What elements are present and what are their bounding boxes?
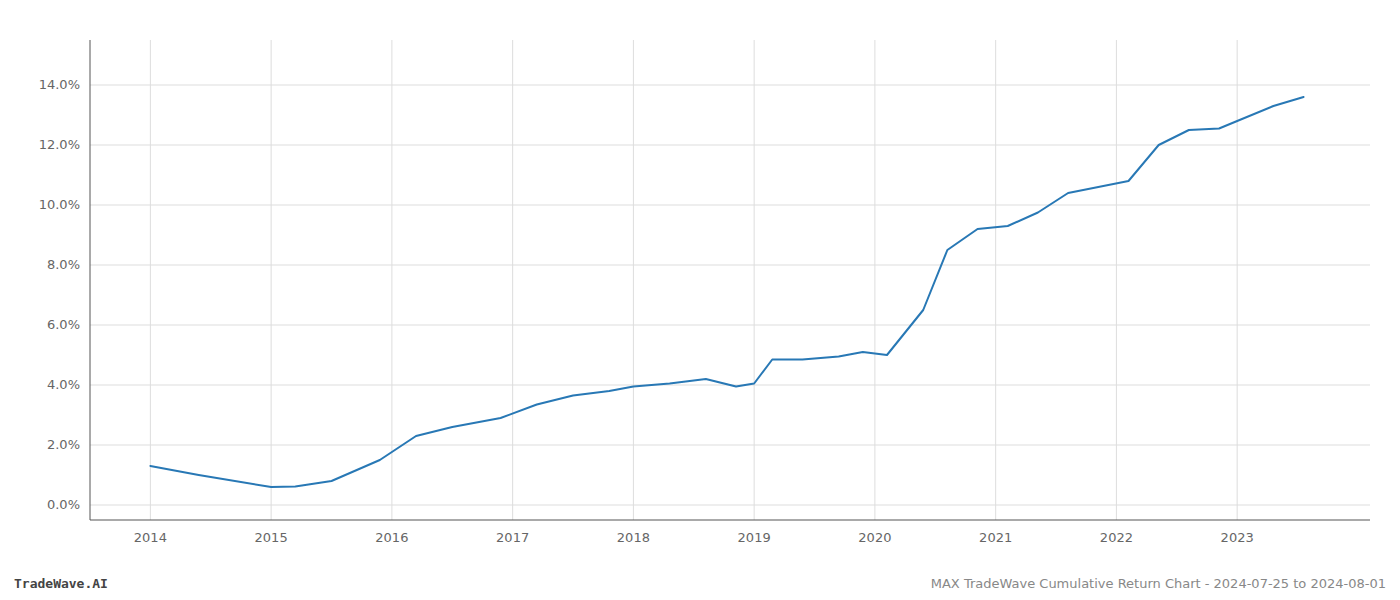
x-grid-line [1237,40,1238,520]
y-tick-label: 0.0% [47,497,80,512]
x-axis-line [90,520,1370,521]
title: MAX TradeWave Cumulative Return Chart - … [931,576,1386,591]
y-tick-label: 10.0% [39,197,80,212]
x-tick-label: 2021 [979,530,1012,545]
x-grid-line [271,40,272,520]
y-grid-line [90,505,1370,506]
x-grid-line [633,40,634,520]
x-grid-line [1116,40,1117,520]
x-tick-label: 2023 [1221,530,1254,545]
x-grid-line [754,40,755,520]
x-grid-line [512,40,513,520]
x-tick-label: 2022 [1100,530,1133,545]
y-grid-line [90,445,1370,446]
x-tick-label: 2018 [617,530,650,545]
x-tick-label: 2015 [255,530,288,545]
x-tick-label: 2014 [134,530,167,545]
plot-area [150,97,1303,487]
y-tick-label: 6.0% [47,317,80,332]
y-tick-label: 12.0% [39,137,80,152]
chart: 0.0% 2.0% 4.0% 6.0% 8.0% 10.0% 12.0% 14.0% 2014 2… [0,0,1400,600]
x-grid-line [391,40,392,520]
watermark: TradeWave.AI [14,576,108,591]
y-grid-line [90,145,1370,146]
y-grid-line [90,325,1370,326]
y-grid-line [90,265,1370,266]
data-line [150,97,1303,487]
grid [90,40,1370,520]
x-tick-label: 2019 [738,530,771,545]
y-grid-line [90,85,1370,86]
x-grid-line [995,40,996,520]
y-tick-label: 8.0% [47,257,80,272]
x-tick-label: 2016 [375,530,408,545]
y-tick-label: 2.0% [47,437,80,452]
y-axis-line [90,40,91,520]
x-tick-label: 2020 [858,530,891,545]
y-tick-label: 14.0% [39,77,80,92]
y-grid-line [90,205,1370,206]
x-grid-line [150,40,151,520]
y-tick-label: 4.0% [47,377,80,392]
axes: 0.0% 2.0% 4.0% 6.0% 8.0% 10.0% 12.0% 14.0% 2014 2… [39,40,1370,545]
x-tick-label: 2017 [496,530,529,545]
x-grid-line [874,40,875,520]
